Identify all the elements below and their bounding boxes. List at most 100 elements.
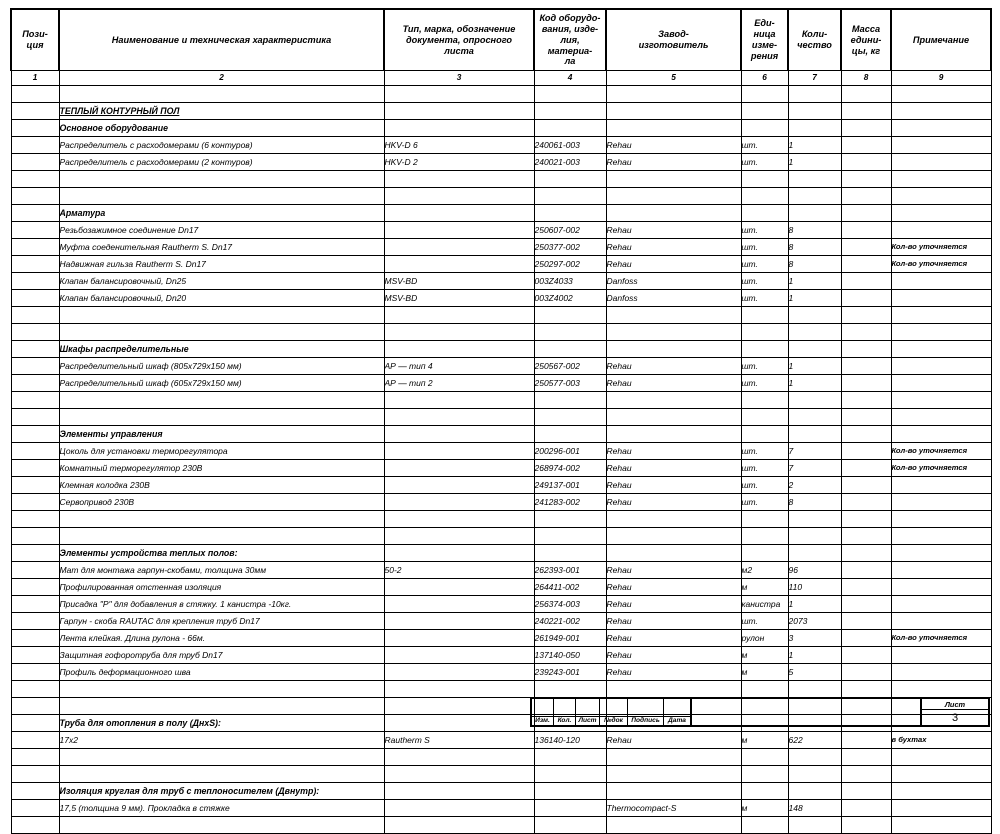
- cell-unit: [740, 510, 789, 529]
- cell-position: [10, 663, 60, 682]
- cell-code-text: 250577-003: [534, 377, 580, 388]
- cell-remark: [890, 765, 992, 784]
- cell-unit: [740, 425, 789, 444]
- table-row: Арматура: [10, 204, 992, 223]
- cell-type: [383, 306, 535, 325]
- cell-manufacturer: [605, 170, 742, 189]
- cell-quantity: 622: [787, 731, 842, 750]
- cell-manufacturer-text: Rehau: [606, 632, 632, 643]
- cell-code: 240021-003: [533, 153, 607, 172]
- cell-mass: [840, 799, 892, 818]
- cell-unit-text: шт.: [741, 360, 758, 371]
- cell-name: [58, 306, 385, 325]
- cell-remark-text: Кол-во уточняется: [891, 259, 968, 269]
- cell-mass: [840, 527, 892, 546]
- cell-name: Труба для отопления в полу (ДнхS):: [58, 714, 385, 733]
- cell-name: Лента клейкая. Длина рулона - 66м.: [58, 629, 385, 648]
- cell-position: [10, 765, 60, 784]
- cell-code: [533, 680, 607, 699]
- cell-unit-text: шт.: [741, 139, 758, 150]
- cell-unit: шт.: [740, 612, 789, 631]
- cell-code-text: 261949-001: [534, 632, 580, 643]
- cell-name: Надвижная гильза Rautherm S. Dn17: [58, 255, 385, 274]
- cell-manufacturer-text: Rehau: [606, 224, 632, 235]
- sheet-value: 3: [951, 712, 959, 724]
- cell-remark: [890, 425, 992, 444]
- cell-unit-text: шт.: [741, 275, 758, 286]
- cell-quantity-text: 1: [788, 377, 794, 388]
- cell-name: Профилированная отстенная изоляция: [58, 578, 385, 597]
- cell-position: [10, 102, 60, 121]
- cell-unit: шт.: [740, 476, 789, 495]
- cell-quantity-text: 622: [788, 734, 803, 745]
- cell-manufacturer: [605, 306, 742, 325]
- cell-unit-text: рулон: [741, 632, 765, 643]
- cell-code: 136140-120: [533, 731, 607, 750]
- cell-remark: Кол-во уточняется: [890, 238, 992, 257]
- header-type-mark-document: Тип, марка, обозначение документа, опрос…: [383, 8, 535, 72]
- cell-name: Сервопривод 230В: [58, 493, 385, 512]
- cell-manufacturer: [605, 510, 742, 529]
- column-number-row: 1 2 3 4 5 6 7 8 9: [10, 70, 992, 87]
- column-number-7: 7: [787, 70, 842, 87]
- cell-unit-text: шт.: [741, 377, 758, 388]
- cell-mass: [840, 136, 892, 155]
- cell-name-text: Профилированная отстенная изоляция: [59, 581, 222, 592]
- cell-remark: [890, 119, 992, 138]
- cell-position: [10, 408, 60, 427]
- table-row: Комнатный терморегулятор 230В 268974-002 R…: [10, 459, 992, 478]
- cell-name: Распределительный шкаф (805х729х150 мм): [58, 357, 385, 376]
- cell-position: [10, 119, 60, 138]
- cell-manufacturer: [605, 765, 742, 784]
- cell-position: [10, 204, 60, 223]
- cell-unit: [740, 765, 789, 784]
- cell-remark: [890, 187, 992, 206]
- cell-quantity-text: 1: [788, 598, 794, 609]
- table-row: Клемная колодка 230В 249137-001 Rehau шт. 2: [10, 476, 992, 495]
- cell-mass: [840, 153, 892, 172]
- header-remark: Примечание: [890, 8, 992, 72]
- cell-manufacturer-text: Rehau: [606, 360, 632, 371]
- cell-quantity: 8: [787, 493, 842, 512]
- cell-mass: [840, 357, 892, 376]
- table-row: [10, 527, 992, 546]
- table-row: [10, 170, 992, 189]
- table-row: Распределительный шкаф (805х729х150 мм) А…: [10, 357, 992, 376]
- cell-remark: [890, 493, 992, 512]
- cell-manufacturer: [605, 782, 742, 801]
- cell-mass: [840, 595, 892, 614]
- cell-manufacturer-text: Rehau: [606, 156, 632, 167]
- cell-unit: м2: [740, 561, 789, 580]
- table-row: Цоколь для установки терморегулятора 2002…: [10, 442, 992, 461]
- cell-unit: шт.: [740, 238, 789, 257]
- cell-quantity-text: 148: [788, 802, 803, 813]
- cell-name-text: Шкафы распределительные: [59, 343, 189, 354]
- cell-unit: шт.: [740, 221, 789, 240]
- cell-mass: [840, 544, 892, 563]
- cell-position: [10, 221, 60, 240]
- cell-code: [533, 306, 607, 325]
- cell-quantity-text: 96: [788, 564, 798, 575]
- cell-manufacturer-text: Rehau: [606, 258, 632, 269]
- cell-quantity-text: 8: [788, 258, 794, 269]
- header-unit-of-measure: Еди- ница изме- рения: [740, 8, 789, 72]
- cell-name: Распределитель с расходомерами (2 контур…: [58, 153, 385, 172]
- cell-unit: [740, 391, 789, 410]
- cell-name-text: Клапан балансировочный, Dn25: [59, 275, 187, 286]
- cell-position: [10, 187, 60, 206]
- cell-unit: шт.: [740, 136, 789, 155]
- cell-remark: [890, 323, 992, 342]
- table-row: [10, 85, 992, 104]
- cell-code-text: 240221-002: [534, 615, 580, 626]
- cell-unit: [740, 119, 789, 138]
- table-row: Клапан балансировочный, Dn25 MSV-BD 003Z40…: [10, 272, 992, 291]
- cell-unit-text: шт.: [741, 292, 758, 303]
- cell-quantity: 1: [787, 374, 842, 393]
- cell-code: 200296-001: [533, 442, 607, 461]
- cell-mass: [840, 255, 892, 274]
- cell-type: [383, 170, 535, 189]
- cell-manufacturer-text: Rehau: [606, 377, 632, 388]
- cell-unit: [740, 187, 789, 206]
- cell-remark: [890, 527, 992, 546]
- cell-quantity: 8: [787, 255, 842, 274]
